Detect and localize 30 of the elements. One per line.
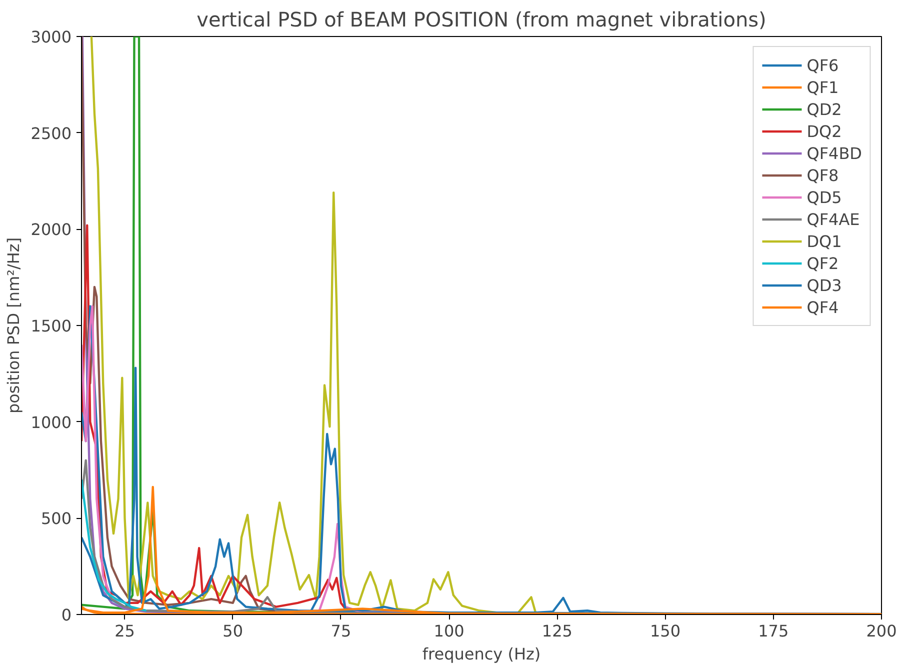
y-tick-label: 3000 — [30, 28, 72, 46]
legend-label: QF4 — [806, 297, 839, 317]
x-tick-label: 150 — [650, 622, 681, 640]
legend-label: QF6 — [806, 55, 839, 75]
legend-label: QF8 — [806, 165, 839, 185]
legend-label: QF1 — [806, 77, 839, 97]
x-tick-label: 175 — [758, 622, 789, 640]
y-axis-title: position PSD [nm²/Hz] — [4, 237, 23, 414]
x-tick-label: 75 — [330, 622, 352, 640]
x-tick-label: 125 — [542, 622, 572, 640]
y-tick-label: 500 — [40, 509, 72, 528]
x-tick-label: 25 — [114, 622, 135, 640]
legend-label: QF2 — [806, 253, 839, 273]
legend-label: QD3 — [806, 275, 842, 295]
y-tick-label: 1500 — [30, 316, 72, 336]
y-tick-label: 2500 — [30, 124, 72, 143]
legend-label: DQ1 — [806, 231, 842, 251]
x-tick-label: 50 — [222, 622, 244, 640]
legend-label: DQ2 — [806, 121, 842, 141]
legend-label: QF4AE — [806, 209, 860, 229]
chart-title: vertical PSD of BEAM POSITION (from magnet vibrations) — [196, 8, 766, 32]
x-axis-title: frequency (Hz) — [422, 644, 541, 664]
y-tick-label: 2000 — [30, 220, 72, 240]
x-tick-label: 200 — [866, 622, 897, 640]
legend-label: QD5 — [806, 187, 842, 207]
legend-label: QF4BD — [806, 143, 862, 163]
x-tick-label: 100 — [434, 622, 464, 640]
legend-label: QD2 — [806, 99, 842, 119]
y-tick-label: 1000 — [30, 412, 72, 432]
y-tick-label: 0 — [61, 606, 72, 624]
